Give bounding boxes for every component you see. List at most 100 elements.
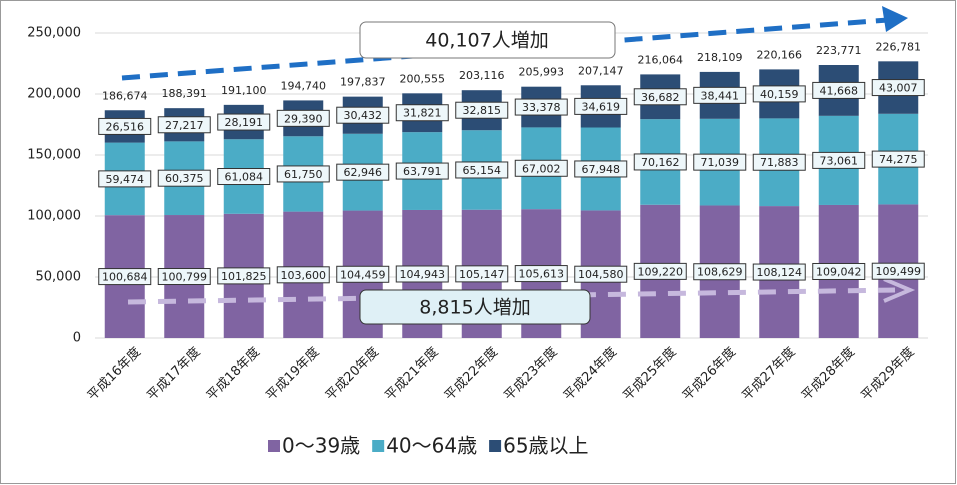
legend-label: 0～39歳 bbox=[282, 434, 360, 458]
value-label: 33,378 bbox=[522, 101, 561, 114]
legend-swatch bbox=[372, 440, 385, 452]
value-label: 43,007 bbox=[879, 82, 918, 95]
total-label: 188,391 bbox=[162, 87, 208, 100]
value-label-box bbox=[395, 104, 449, 122]
value-label: 109,499 bbox=[876, 265, 922, 278]
value-label: 30,432 bbox=[344, 109, 383, 122]
value-label: 100,799 bbox=[162, 271, 208, 284]
value-label-box bbox=[574, 160, 628, 178]
total-label: 207,147 bbox=[578, 64, 624, 77]
value-label-box bbox=[336, 106, 390, 124]
trend-arrow bbox=[121, 17, 889, 81]
total-label: 194,740 bbox=[281, 79, 327, 92]
value-label: 38,441 bbox=[701, 89, 740, 102]
value-label: 104,943 bbox=[400, 268, 446, 281]
total-label: 205,993 bbox=[519, 66, 565, 79]
value-label-box bbox=[693, 263, 747, 281]
value-label-box bbox=[812, 81, 866, 99]
value-label-box bbox=[574, 265, 628, 283]
value-label-box bbox=[752, 153, 806, 171]
value-label: 71,039 bbox=[701, 156, 740, 169]
value-label: 61,750 bbox=[284, 168, 323, 181]
value-label-box bbox=[871, 150, 925, 168]
value-label-box bbox=[693, 86, 747, 104]
arrow-head bbox=[883, 277, 916, 303]
value-label-box bbox=[514, 265, 568, 283]
value-label: 67,948 bbox=[582, 163, 621, 176]
value-label-box bbox=[752, 85, 806, 103]
value-label: 28,191 bbox=[225, 116, 264, 129]
value-label-box bbox=[455, 161, 509, 179]
value-label-box bbox=[633, 153, 687, 171]
value-label-box bbox=[157, 169, 211, 187]
annotation-box bbox=[359, 21, 616, 59]
value-label-box bbox=[574, 97, 628, 115]
value-label-box bbox=[276, 109, 330, 127]
value-label: 73,061 bbox=[820, 154, 859, 167]
value-label: 100,684 bbox=[102, 271, 148, 284]
value-label: 109,220 bbox=[638, 265, 684, 278]
value-label: 60,375 bbox=[165, 172, 204, 185]
value-label-box bbox=[276, 266, 330, 284]
value-label-box bbox=[871, 79, 925, 97]
value-label-box bbox=[157, 268, 211, 286]
value-label: 65,154 bbox=[463, 164, 502, 177]
y-tick-label: 100,000 bbox=[27, 209, 81, 224]
value-label: 41,668 bbox=[820, 84, 859, 97]
total-label: 226,781 bbox=[876, 40, 922, 53]
value-label: 27,217 bbox=[165, 119, 204, 132]
total-label: 191,100 bbox=[221, 84, 267, 97]
value-label-box bbox=[336, 163, 390, 181]
legend: 0～39歳 40～64歳 65歳以上 bbox=[268, 434, 589, 458]
value-label-box bbox=[455, 265, 509, 283]
value-label: 105,147 bbox=[459, 268, 505, 281]
value-label-box bbox=[98, 268, 152, 286]
value-label-box bbox=[217, 113, 271, 131]
value-label-box bbox=[217, 267, 271, 285]
value-label: 70,162 bbox=[641, 156, 680, 169]
value-label: 108,124 bbox=[757, 266, 803, 279]
annotation: 8,815人増加 bbox=[419, 297, 530, 319]
value-label-box bbox=[871, 262, 925, 280]
y-tick-label: 200,000 bbox=[27, 87, 81, 102]
value-label: 36,682 bbox=[641, 91, 680, 104]
value-label-box bbox=[395, 265, 449, 283]
annotation: 40,107人増加 bbox=[425, 30, 548, 52]
value-label: 105,613 bbox=[519, 268, 565, 281]
total-label: 223,771 bbox=[816, 44, 862, 57]
value-label-box bbox=[217, 168, 271, 186]
value-label: 101,825 bbox=[221, 270, 267, 283]
legend-label: 40～64歳 bbox=[386, 434, 477, 458]
value-label: 63,791 bbox=[403, 165, 442, 178]
annotation-box bbox=[359, 289, 591, 325]
value-label: 62,946 bbox=[344, 166, 383, 179]
legend-swatch bbox=[489, 440, 502, 452]
total-label: 186,674 bbox=[102, 89, 148, 102]
value-label-box bbox=[752, 263, 806, 281]
value-label: 32,815 bbox=[463, 104, 502, 117]
value-label: 29,390 bbox=[284, 112, 323, 125]
total-label: 218,109 bbox=[697, 51, 743, 64]
value-label-box bbox=[812, 151, 866, 169]
y-tick-label: 150,000 bbox=[27, 148, 81, 163]
value-label: 108,629 bbox=[697, 266, 743, 279]
value-label: 74,275 bbox=[879, 153, 918, 166]
value-label-box bbox=[633, 88, 687, 106]
y-tick-label: 250,000 bbox=[27, 26, 81, 41]
arrow-head bbox=[882, 6, 908, 32]
total-label: 197,837 bbox=[340, 76, 386, 89]
legend-swatch bbox=[268, 440, 280, 452]
value-label-box bbox=[693, 153, 747, 171]
value-label-box bbox=[336, 265, 390, 283]
value-label: 67,002 bbox=[522, 162, 561, 175]
value-label-box bbox=[98, 117, 152, 135]
value-label: 61,084 bbox=[225, 171, 264, 184]
value-label: 34,619 bbox=[582, 100, 621, 113]
legend-label: 65歳以上 bbox=[503, 434, 588, 458]
total-label: 220,166 bbox=[757, 48, 803, 61]
value-label: 103,600 bbox=[281, 269, 327, 282]
value-label: 109,042 bbox=[816, 265, 862, 278]
total-label: 203,116 bbox=[459, 69, 505, 82]
total-label: 216,064 bbox=[638, 53, 684, 66]
